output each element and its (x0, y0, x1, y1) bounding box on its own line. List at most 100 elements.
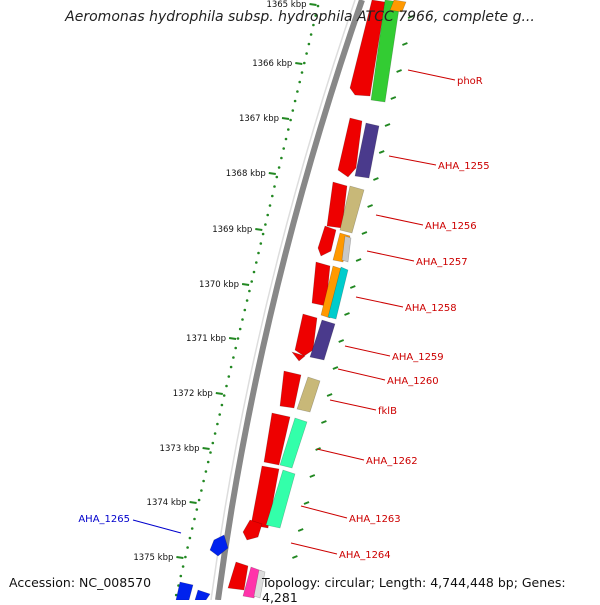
ruler-dot (266, 213, 270, 217)
label-leader-line (344, 345, 391, 357)
ruler-dot (307, 42, 311, 46)
ruler-tick-label: 1375 kbp (133, 553, 173, 563)
ruler-dot (211, 441, 215, 445)
ruler-dot (243, 308, 247, 312)
ruler-tick (176, 556, 184, 559)
ruler-dot (268, 204, 272, 207)
scale-dash (390, 96, 397, 100)
ruler-tick-label: 1370 kbp (199, 280, 239, 290)
cog-gene-bar (296, 376, 321, 413)
ruler-dot (254, 261, 258, 264)
label-leader-line (132, 519, 182, 534)
ruler-dot (225, 384, 228, 388)
scale-dash (402, 42, 408, 46)
gene-label[interactable]: phoR (457, 76, 483, 87)
forward-gene-arrow (337, 117, 363, 178)
gene-label[interactable]: AHA_1259 (392, 352, 444, 363)
forward-gene-arrow (294, 313, 318, 357)
scale-dash (338, 339, 345, 343)
label-leader-line (300, 505, 348, 519)
genome-backbone (210, 0, 365, 600)
ruler-dot (252, 270, 256, 274)
ruler-dot (222, 394, 226, 397)
ruler-dot (190, 527, 194, 530)
gene-label[interactable]: AHA_1258 (405, 303, 457, 314)
reverse-gene-arrow (194, 589, 211, 600)
scale-dash (292, 555, 298, 559)
label-leader-line (316, 448, 365, 461)
ruler-tick-label: 1374 kbp (147, 498, 187, 508)
cog-gene-bar (354, 122, 380, 179)
scale-dash (309, 474, 316, 478)
cog-gene-bar (309, 319, 336, 361)
ruler-dot (181, 565, 185, 568)
ruler-dot (316, 4, 320, 8)
scale-dash (407, 15, 414, 19)
gene-label[interactable]: AHA_1264 (339, 550, 391, 561)
ruler-dotted-line (174, 4, 320, 597)
ruler-dot (241, 318, 244, 321)
ruler-dot (259, 242, 263, 245)
gene-features (175, 0, 407, 600)
ruler-dot (275, 175, 279, 179)
forward-gene-arrow (279, 370, 302, 409)
gene-label[interactable]: AHA_1260 (387, 376, 439, 387)
gene-label[interactable]: AHA_1262 (366, 456, 418, 467)
ruler-dot (309, 33, 313, 36)
ruler-tick-label: 1368 kbp (226, 169, 266, 179)
gene-labels: phoR AHA_1255 AHA_1256 AHA_1257 AHA_1258 AHA_… (78, 69, 490, 561)
ruler-dot (197, 498, 201, 502)
cog-gene-bar (341, 235, 352, 263)
cog-gene-bar (389, 0, 407, 13)
ruler-tick (189, 501, 197, 504)
ruler-dot (206, 460, 210, 464)
ruler-dot (209, 451, 212, 454)
map-title: Aeromonas hydrophila subsp. hydrophila A… (65, 9, 535, 25)
cog-gene-bar (265, 469, 296, 529)
gene-label[interactable]: AHA_1265 (78, 514, 130, 525)
forward-gene-arrow (349, 0, 386, 97)
ruler-dot (236, 337, 240, 340)
ruler-dot (202, 479, 205, 483)
ruler-dot (282, 147, 286, 150)
ruler-dot (287, 128, 290, 131)
gene-label[interactable]: AHA_1255 (438, 161, 490, 172)
scale-dash (396, 69, 402, 73)
scale-dash (349, 285, 356, 289)
ruler-dot (232, 356, 235, 359)
gene-label[interactable]: AHA_1257 (416, 257, 468, 268)
gene-label[interactable]: AHA_1256 (425, 221, 477, 232)
ruler-dot (277, 166, 281, 169)
ruler-dot (250, 280, 253, 283)
ruler-dot (273, 185, 276, 188)
backbone-line (215, 0, 365, 600)
ruler-tick-label: 1371 kbp (186, 334, 226, 344)
ruler-dot (300, 71, 304, 74)
ruler-dot (245, 299, 249, 302)
ruler-dot (271, 194, 274, 198)
ruler-tick (268, 172, 276, 175)
reverse-gene-arrow (209, 534, 229, 557)
forward-gene-arrow (263, 412, 291, 466)
ruler-dot (174, 593, 178, 597)
ruler-tick (202, 447, 210, 450)
scale-dash (367, 204, 373, 208)
ruler-dot (305, 52, 308, 55)
ruler-ticks: 1365 kbp 1366 kbp 1367 kbp 1368 kbp 1369 kbp… (133, 0, 414, 563)
forward-gene-arrow (227, 561, 249, 591)
ruler-dot (314, 14, 318, 17)
gene-label[interactable]: fklB (378, 406, 397, 417)
scale-dash (378, 150, 385, 154)
cog-gene-bar (242, 566, 263, 599)
scale-dash (344, 312, 350, 316)
ruler-dot (216, 422, 219, 426)
ruler-tick (281, 117, 290, 120)
forward-gene-arrow (250, 465, 280, 529)
label-leader-line (366, 250, 415, 262)
ruler-dot (291, 109, 295, 112)
ruler-dot (312, 23, 315, 27)
gene-label[interactable]: AHA_1263 (349, 514, 401, 525)
ruler-dot (204, 470, 208, 473)
ruler-dot (213, 432, 217, 435)
ruler-dot (193, 517, 196, 521)
